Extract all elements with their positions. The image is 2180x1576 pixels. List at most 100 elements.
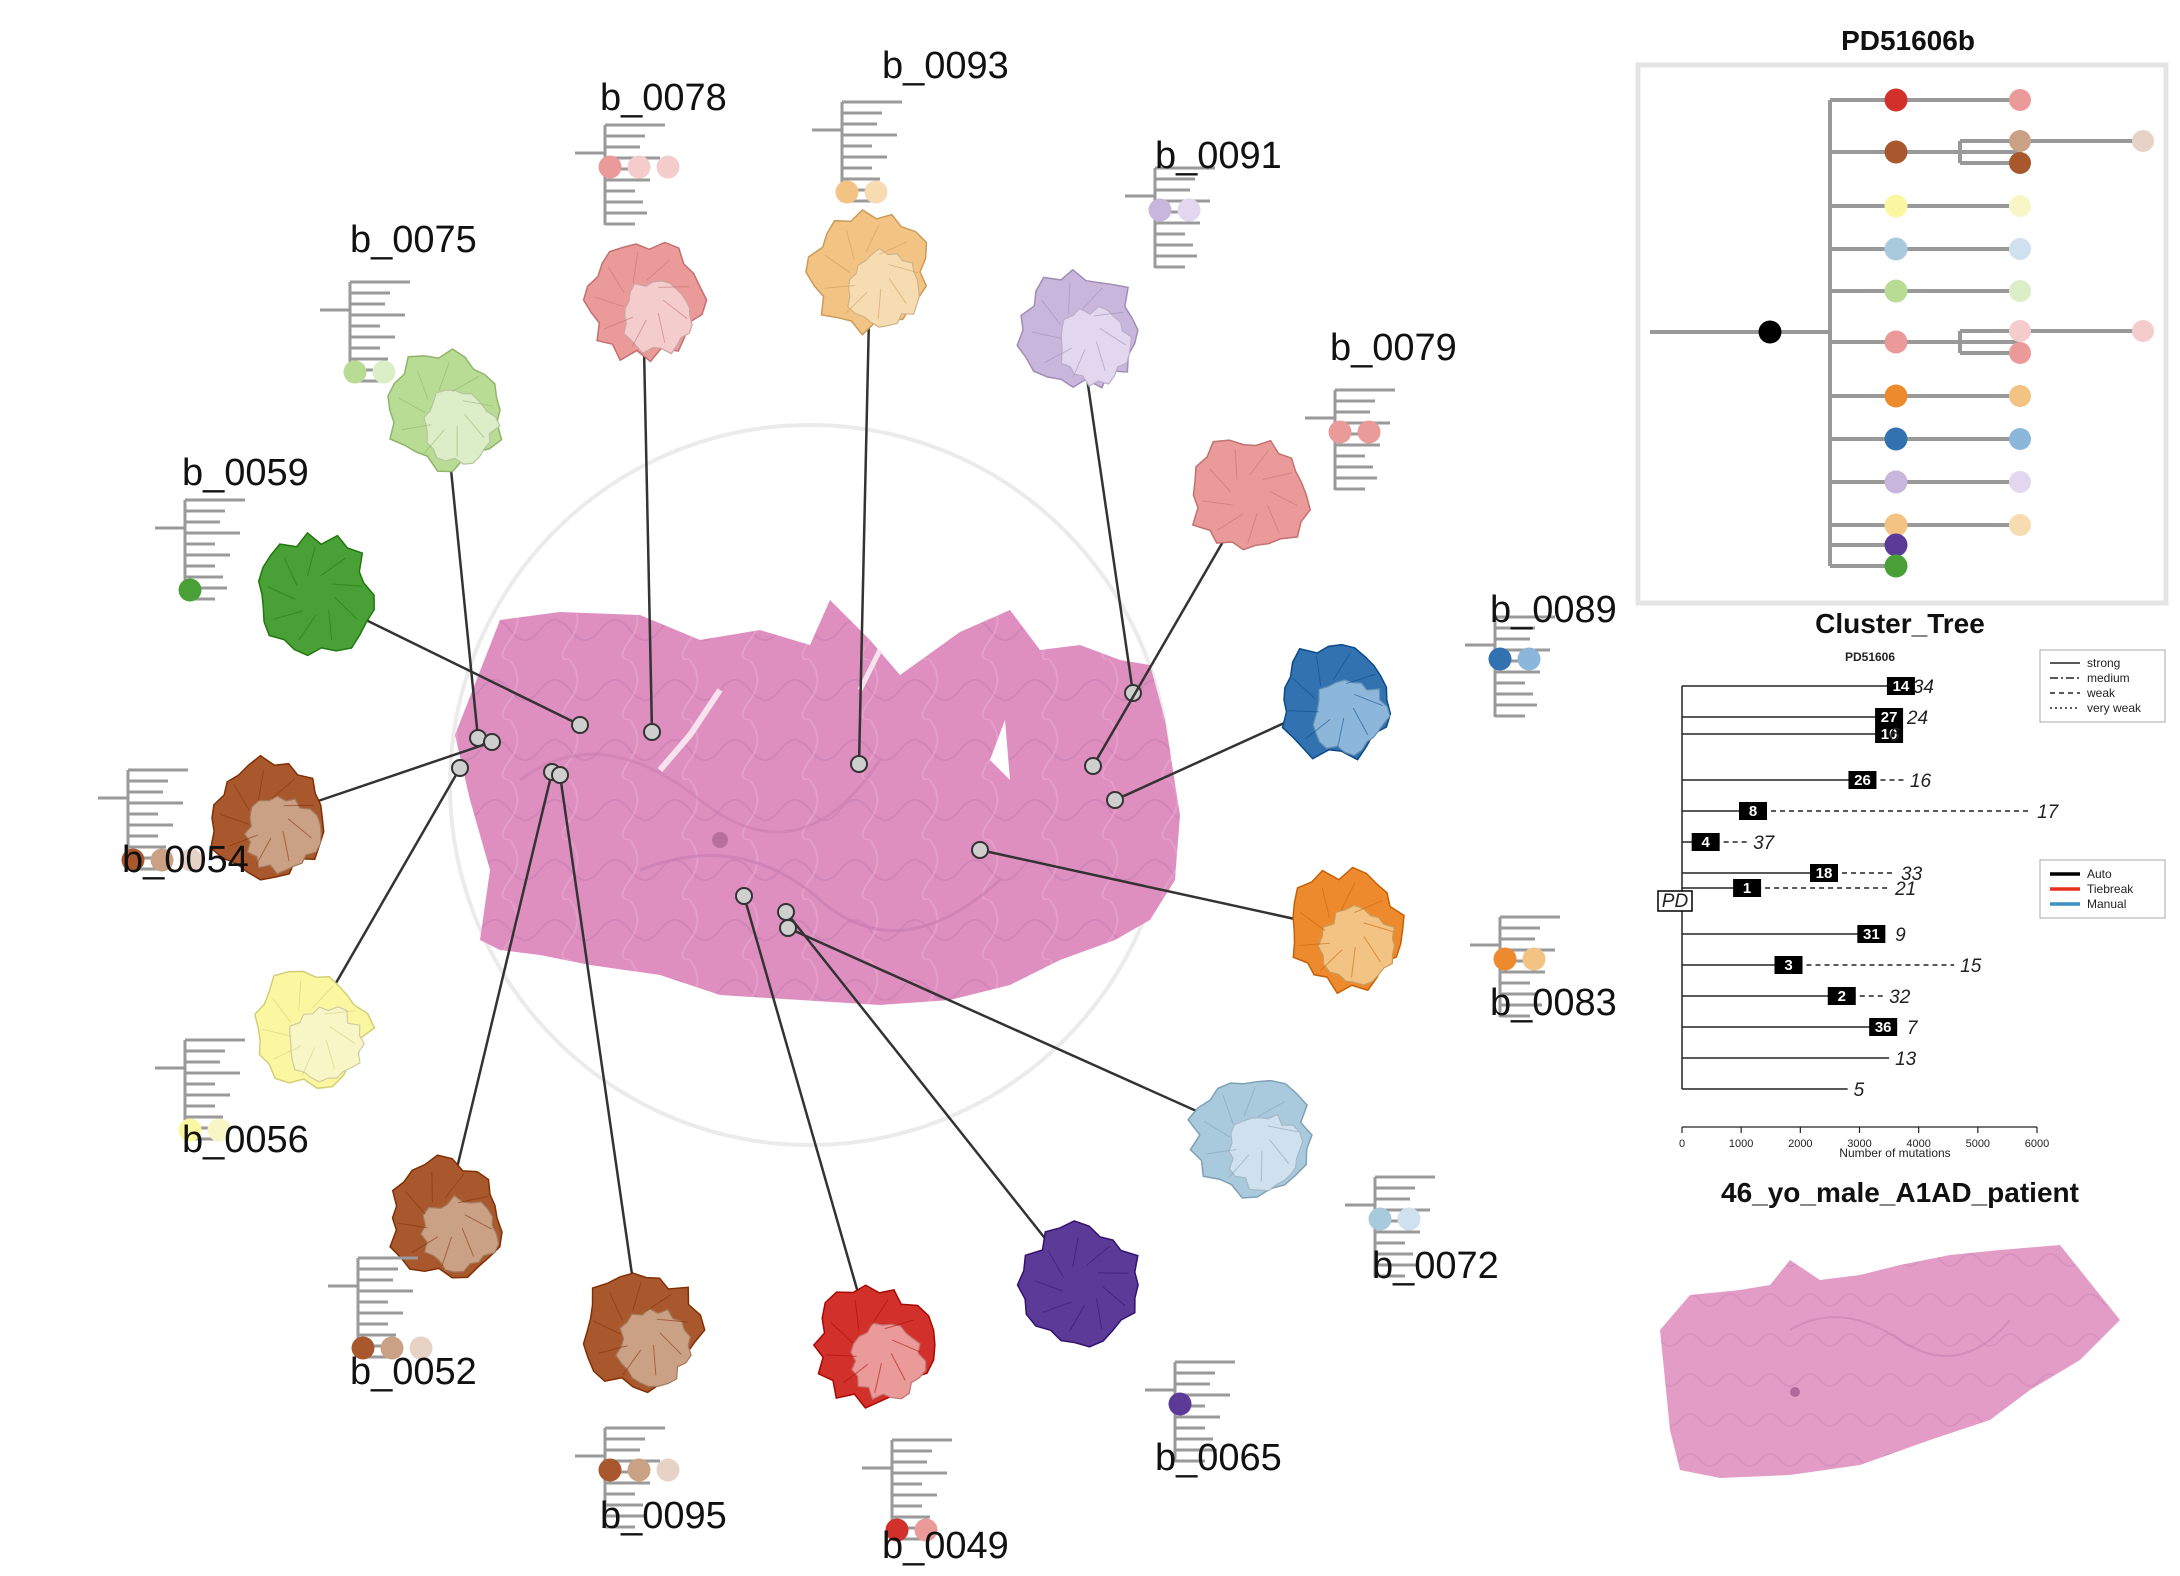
cell-edge [257,770,264,801]
patient-tree [1650,88,2154,578]
cell-edge [877,288,882,320]
cell-edge [311,985,334,1009]
cell-edge [1044,347,1072,363]
tissue-sample-dot [551,766,569,784]
cell-edge [1202,500,1233,506]
cell-edge [1072,1237,1079,1268]
cell-edge [272,997,292,1023]
cell-edge [1228,1154,1250,1179]
cell-edge [824,285,856,289]
cell-edge [1099,327,1126,346]
sample-b-0056: b_0056 [155,970,376,1161]
cluster-tree-node-box [1857,925,1886,943]
mini-tree-dot [1522,947,1546,971]
tissue-sample-dot [1106,791,1124,809]
cell-edge [1096,1298,1103,1329]
patient-tree-frame [1635,62,2169,606]
mini-tree [1305,388,1395,491]
sample-label: b_0093 [882,45,1009,87]
cell-edge [659,1332,682,1355]
cell-edge [1363,936,1382,963]
cluster-tree-tip-label: 34 [1913,677,1934,698]
cell-edge [1299,942,1331,946]
cell-edge [656,1318,688,1323]
tissue-sample-dot [971,841,989,859]
sample-b-0049: b_0049 [812,1284,1009,1567]
cell-edge [865,224,880,253]
patient-tree-node-dot [1884,470,1908,494]
clone-blob-subclone [850,1322,927,1401]
cluster-tree-node-label: 26 [1854,772,1871,789]
cell-edge [1288,710,1319,713]
patient-tree-root-dot [1758,320,1782,344]
cell-edge [646,1293,672,1312]
mini-tree-dot [351,1336,375,1360]
cluster-tree-x-tick-label: 2000 [1788,1138,1812,1150]
cell-edge [1217,513,1244,531]
cluster-tree-node-label: 4 [1701,834,1710,851]
cell-edge [1031,331,1063,340]
method-legend-label: Auto [2087,867,2112,881]
cell-edge [594,296,625,308]
cell-edge [888,277,907,304]
cell-edge [1346,673,1376,685]
cell-edge [879,241,908,255]
cell-edge [597,1345,628,1354]
cluster-tree-node-label: 27 [1881,709,1898,726]
line-legend-label: very weak [2087,701,2142,715]
mini-tree-dot [656,1458,680,1482]
patient-tree-node-dot [1884,384,1908,408]
patient-tree-node-dot [1884,237,1908,261]
patient-tree-tip-dot [2009,195,2031,217]
sample-label: b_0065 [1155,1437,1282,1479]
mini-tree [320,280,410,384]
cell-edge [662,299,688,320]
patient-tree-node-dot [1884,194,1908,218]
cell-edge [331,583,363,587]
cell-edge [398,397,426,414]
mini-tree-dot [885,1518,909,1542]
sample-label: b_0049 [882,1525,1009,1567]
cell-edge [1042,1301,1072,1313]
cell-edge [334,596,358,620]
cell-edge [411,1236,439,1254]
sample-b-0083: b_0083 [1292,866,1617,1024]
cell-edge [609,1292,623,1321]
clone-blob-subclone [1317,904,1396,986]
sample-b-0079: b_0079 [1191,327,1457,551]
mini-tree [862,1438,952,1542]
cell-edge [632,252,639,283]
connector-line [641,299,654,733]
cell-edge [1034,1280,1064,1292]
cluster-tree-x-tick-label: 6000 [2025,1138,2049,1150]
mini-tree [1470,915,1560,1018]
histology-thumbnail [1660,1245,2120,1478]
patient-tree-node-dot [1884,513,1908,537]
cell-edge [267,586,296,600]
cell-edge [261,1028,292,1037]
sample-label: b_0052 [350,1351,477,1393]
mini-tree-dot [179,848,203,872]
cluster-tree-root-box [1657,890,1693,912]
cell-edge [1352,707,1369,736]
cell-edge [320,557,346,577]
mini-tree-dot [1177,198,1201,222]
cluster-tree-tip-label: 6 [1889,725,1900,746]
cluster-tree: 14 34 27 24 106 26 16 8 17 4 37 18 33 1 21 31 9 3 15 2 32 36 7… [1657,649,2166,1150]
cell-edge [1266,504,1280,534]
mini-tree-dot [1493,947,1517,971]
mini-tree [98,768,203,872]
mini-tree [812,100,902,204]
cell-edge [452,375,480,392]
mini-tree-dot [598,155,622,179]
clone-blob [257,531,375,657]
cell-edge [1316,655,1322,687]
patient-tree-tip-dot [2009,130,2031,152]
mini-tree-dot [178,1118,202,1142]
cell-edge [431,1171,433,1203]
cell-edge [461,1227,475,1257]
cell-edge [1209,468,1231,492]
cell-edge [874,1363,882,1394]
cluster-tree-node-label: 31 [1863,926,1880,943]
cell-edge [824,254,851,274]
